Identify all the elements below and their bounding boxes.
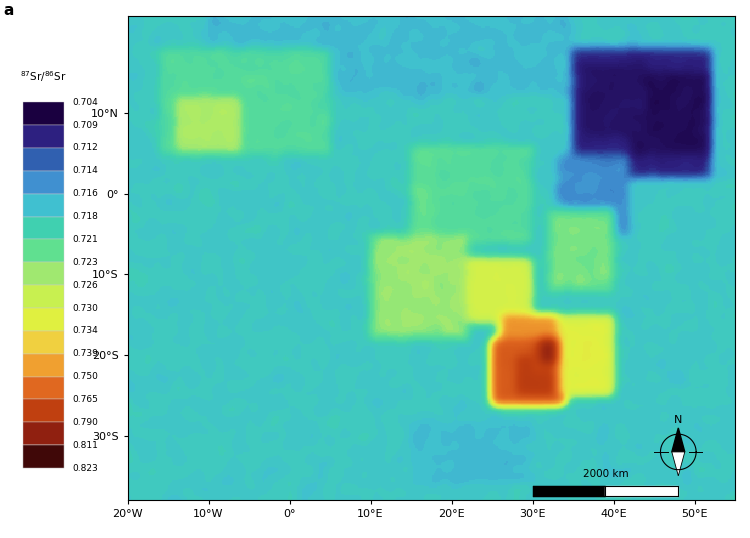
Text: 2000 km: 2000 km (583, 469, 628, 479)
FancyBboxPatch shape (22, 262, 64, 285)
Text: 0.704: 0.704 (72, 98, 98, 107)
Text: N: N (674, 415, 682, 425)
Text: 0.712: 0.712 (72, 144, 98, 152)
FancyBboxPatch shape (22, 285, 64, 308)
Text: $^{87}$Sr/$^{86}$Sr: $^{87}$Sr/$^{86}$Sr (20, 69, 67, 84)
Text: 0.739: 0.739 (72, 349, 98, 358)
FancyBboxPatch shape (22, 422, 64, 445)
Text: 0.718: 0.718 (72, 212, 98, 221)
FancyBboxPatch shape (22, 331, 64, 354)
Text: 0.790: 0.790 (72, 418, 98, 427)
Text: 0.716: 0.716 (72, 189, 98, 198)
FancyBboxPatch shape (22, 125, 64, 148)
FancyBboxPatch shape (22, 308, 64, 331)
Text: 0.734: 0.734 (72, 327, 98, 335)
FancyBboxPatch shape (22, 445, 64, 468)
Text: 0.709: 0.709 (72, 121, 98, 130)
Text: 0.811: 0.811 (72, 441, 98, 450)
FancyBboxPatch shape (22, 194, 64, 216)
FancyBboxPatch shape (22, 239, 64, 262)
Text: 0.765: 0.765 (72, 395, 98, 404)
Text: 0.726: 0.726 (72, 281, 98, 289)
FancyBboxPatch shape (22, 377, 64, 399)
FancyBboxPatch shape (22, 354, 64, 377)
Text: 0.750: 0.750 (72, 372, 98, 381)
Text: 0.823: 0.823 (72, 464, 98, 472)
Text: 0.730: 0.730 (72, 303, 98, 313)
Text: a: a (4, 3, 14, 18)
Text: 0.714: 0.714 (72, 166, 98, 175)
FancyBboxPatch shape (22, 445, 64, 468)
FancyBboxPatch shape (22, 216, 64, 239)
Polygon shape (672, 452, 685, 476)
Text: 0.723: 0.723 (72, 258, 98, 267)
FancyBboxPatch shape (22, 171, 64, 194)
FancyBboxPatch shape (22, 399, 64, 422)
Polygon shape (672, 428, 685, 452)
Text: 0.721: 0.721 (72, 235, 98, 244)
FancyBboxPatch shape (22, 102, 64, 125)
FancyBboxPatch shape (22, 148, 64, 171)
